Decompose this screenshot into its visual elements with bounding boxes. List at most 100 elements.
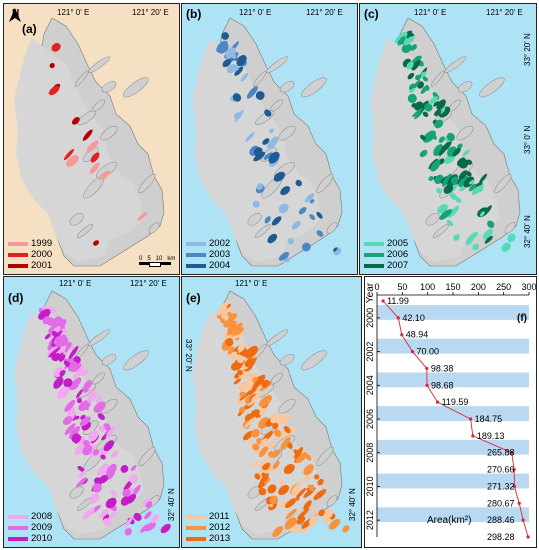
aquaculture-patch [145,501,153,508]
aquaculture-patch [437,204,448,214]
aquaculture-patch [433,101,440,107]
aquaculture-patch [446,132,455,142]
aquaculture-patch [272,449,281,458]
y-tick-label: 2004 [365,375,375,395]
aquaculture-patch [271,216,282,226]
aquaculture-patch [407,72,415,80]
aquaculture-patch [440,141,452,152]
legend-item: 2003 [186,249,230,260]
aquaculture-patch [252,443,260,451]
aquaculture-patch [81,369,89,377]
aquaculture-patch [88,430,99,442]
aquaculture-patch [221,307,232,315]
aquaculture-patch [239,406,246,413]
data-point [471,434,475,438]
panel-label: (e) [186,291,201,305]
stripe-band [377,473,529,489]
aquaculture-patch [333,247,338,252]
aquaculture-patch [412,108,423,118]
aquaculture-patch [240,72,249,82]
aquaculture-patch [64,423,76,436]
lon-label-2: 121° 20' E [486,8,523,17]
aquaculture-patch [422,76,429,82]
aquaculture-patch [57,386,70,399]
data-label: 48.94 [406,330,429,340]
aquaculture-patch [323,508,334,520]
aquaculture-patch [230,351,238,360]
sandbar-island [138,446,156,467]
aquaculture-patch [305,453,312,461]
aquaculture-patch [420,134,426,141]
aquaculture-patch [439,209,453,220]
aquaculture-patch [287,238,294,245]
aquaculture-patch [144,511,152,520]
sandbar-island [425,212,440,226]
aquaculture-patch [68,361,77,372]
legend-item: 2011 [186,511,230,522]
aquaculture-patch [280,436,291,450]
aquaculture-patch [436,188,442,194]
aquaculture-patch [50,308,56,314]
aquaculture-patch [457,143,463,150]
lon-label-1: 121° 0' E [57,8,90,17]
sandbar-island [326,222,338,234]
data-label: 280.67 [487,498,515,508]
aquaculture-patch [304,474,312,481]
aquaculture-patch [296,516,306,525]
aquaculture-patch [236,354,245,364]
aquaculture-patch [92,449,100,456]
aquaculture-patch [253,151,266,162]
aquaculture-patch [424,103,433,112]
aquaculture-patch [51,330,59,338]
sandbar-island [88,329,111,347]
aquaculture-patch [69,426,81,439]
aquaculture-patch [225,47,236,59]
aquaculture-patch [92,483,102,493]
lon-label-2: 121° 20' E [132,8,169,17]
map-panel-c: (c) 121° 0' E 121° 20' E 33° 20' N 33° 0… [359,3,537,275]
aquaculture-patch [53,335,63,345]
aquaculture-patch [234,109,244,122]
aquaculture-patch [113,450,119,456]
aquaculture-patch [110,489,117,497]
aquaculture-patch [434,119,444,129]
aquaculture-patch [268,151,280,164]
aquaculture-patch [264,109,272,117]
sandbar-island [76,224,93,239]
coastal-land [14,311,144,535]
aquaculture-patch [236,54,247,67]
aquaculture-patch [278,203,289,214]
aquaculture-patch [267,441,276,450]
area-chart: 0 50 100 150 200 250 300 2000 2002 2004 2006 2008 20… [365,282,536,542]
panel-label: (c) [364,7,379,21]
legend-item: 2008 [8,511,52,522]
lon-label-2: 121° 20' E [130,279,167,288]
aquaculture-patch [269,495,279,505]
aquaculture-patch [285,508,297,520]
aquaculture-patch [258,487,267,496]
aquaculture-patch [227,346,235,355]
aquaculture-patch [261,472,267,478]
aquaculture-patch [74,444,85,456]
legend-item: 2010 [8,533,52,544]
aquaculture-patch [100,454,106,460]
aquaculture-patch [64,399,76,412]
data-point [425,383,429,387]
aquaculture-patch [283,426,291,434]
aquaculture-patch [64,347,69,353]
aquaculture-patch [295,496,300,501]
sandbar-island [266,329,289,347]
aquaculture-patch [133,512,142,521]
lat-label-1: 33° 20' N [184,339,193,372]
aquaculture-patch [303,464,314,476]
aquaculture-patch [49,62,55,69]
aquaculture-patch [302,242,311,252]
aquaculture-patch [68,346,79,360]
aquaculture-patch [228,324,240,336]
data-label: 11.99 [387,296,409,306]
aquaculture-patch [291,481,303,494]
lat-label-3: 32° 40' N [167,488,176,521]
aquaculture-patch [472,243,480,251]
y-tick-label: 2012 [365,510,375,530]
aquaculture-patch [248,372,258,383]
